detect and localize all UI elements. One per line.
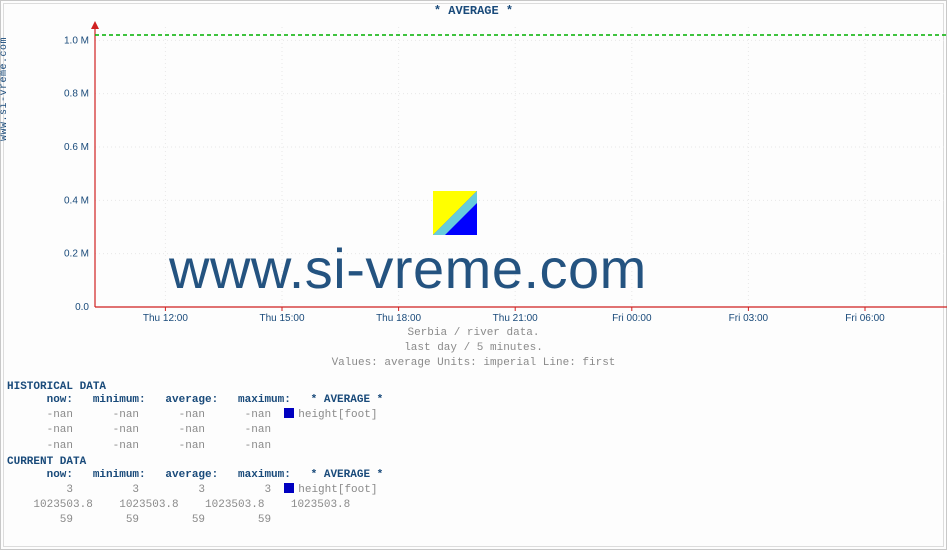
table-row: 3 3 3 3 height[foot]: [7, 483, 940, 498]
subtitle-2: last day / 5 minutes.: [1, 341, 946, 356]
subtitle-1: Serbia / river data.: [1, 326, 946, 341]
series-label: height[foot]: [298, 484, 377, 496]
current-heading: CURRENT DATA: [7, 456, 940, 468]
svg-text:Thu 12:00: Thu 12:00: [143, 313, 188, 324]
series-marker: [284, 408, 294, 418]
table-row: -nan -nan -nan -nan height[foot]: [7, 408, 940, 423]
subtitle-3: Values: average Units: imperial Line: fi…: [1, 356, 946, 371]
subtitle-block: Serbia / river data. last day / 5 minute…: [1, 326, 946, 371]
table-row: -nan -nan -nan -nan: [7, 439, 940, 454]
svg-text:Fri 06:00: Fri 06:00: [845, 313, 885, 324]
series-marker: [284, 483, 294, 493]
svg-text:0.4 M: 0.4 M: [64, 195, 89, 206]
svg-text:Thu 21:00: Thu 21:00: [493, 313, 538, 324]
svg-text:0.6 M: 0.6 M: [64, 142, 89, 153]
svg-text:0.2 M: 0.2 M: [64, 249, 89, 260]
table-row: 59 59 59 59: [7, 513, 940, 528]
window: * AVERAGE * www.si-vreme.com 0.0 0.2 M 0.4…: [0, 0, 947, 550]
svg-text:Fri 00:00: Fri 00:00: [612, 313, 652, 324]
svg-text:1.0 M: 1.0 M: [64, 35, 89, 46]
chart-title: * AVERAGE *: [1, 4, 946, 18]
y-side-label: www.si-vreme.com: [0, 37, 10, 141]
svg-text:Thu 15:00: Thu 15:00: [259, 313, 304, 324]
plot-area: 0.00.2 M0.4 M0.6 M0.8 M1.0 MThu 12:00Thu…: [51, 19, 931, 299]
svg-text:0.0: 0.0: [75, 302, 89, 313]
watermark-logo: [433, 191, 477, 235]
table-row: -nan -nan -nan -nan: [7, 423, 940, 438]
historical-rows: -nan -nan -nan -nan height[foot] -nan -n…: [7, 408, 940, 454]
historical-columns: now: minimum: average: maximum: * AVERAG…: [7, 393, 940, 408]
data-section: HISTORICAL DATA now: minimum: average: m…: [7, 379, 940, 528]
series-label: height[foot]: [298, 409, 377, 421]
table-row: 1023503.8 1023503.8 1023503.8 1023503.8: [7, 498, 940, 513]
svg-text:Fri 03:00: Fri 03:00: [729, 313, 769, 324]
historical-heading: HISTORICAL DATA: [7, 381, 940, 393]
current-rows: 3 3 3 3 height[foot] 1023503.8 1023503.8…: [7, 483, 940, 529]
svg-text:0.8 M: 0.8 M: [64, 89, 89, 100]
svg-text:Thu 18:00: Thu 18:00: [376, 313, 421, 324]
current-columns: now: minimum: average: maximum: * AVERAG…: [7, 468, 940, 483]
